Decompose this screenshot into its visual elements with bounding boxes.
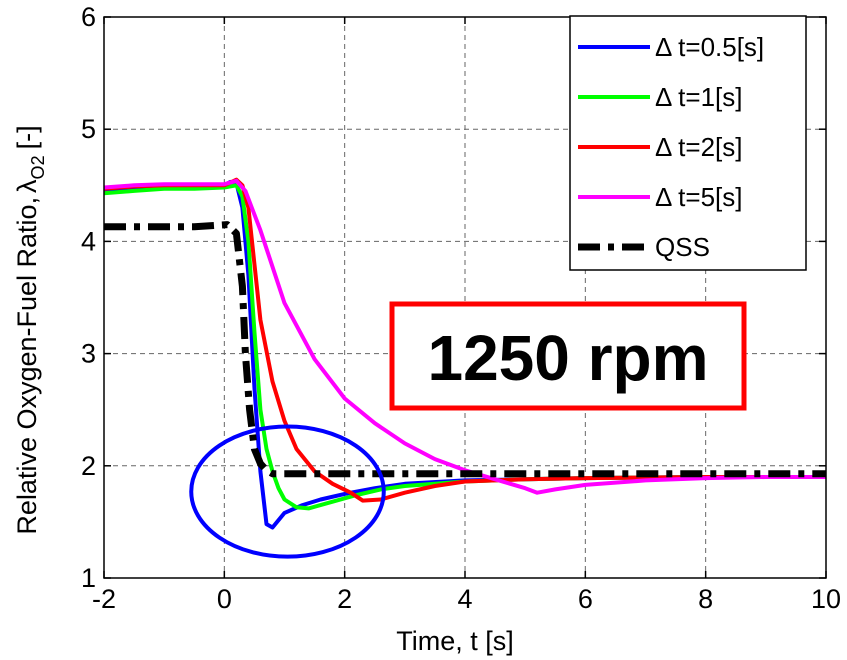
y-axis-label-symbol: λ xyxy=(12,179,42,193)
y-axis-label-subscript: O2 xyxy=(28,155,48,179)
legend-frame xyxy=(569,15,807,271)
series-line-3 xyxy=(103,178,826,495)
y-tick-label: 1 xyxy=(81,563,96,593)
x-tick-label: 2 xyxy=(337,584,352,614)
y-axis-label: Relative Oxygen-Fuel Ratio, λO2 [-] xyxy=(12,125,48,534)
x-tick-label: 10 xyxy=(811,584,841,614)
legend-label-3: Δ t=5[s] xyxy=(655,182,742,212)
series-line-4 xyxy=(104,221,826,478)
legend: Δ t=0.5[s] Δ t=1[s] Δ t=2[s] Δ t=5[s] QSS xyxy=(569,15,807,271)
y-axis-label-unit: [-] xyxy=(12,125,42,149)
y-tick-label: 4 xyxy=(81,226,96,256)
annotation-frame xyxy=(389,301,747,411)
legend-label-4: QSS xyxy=(655,232,710,262)
legend-label-1: Δ t=1[s] xyxy=(655,82,742,112)
y-tick-label: 6 xyxy=(81,2,96,32)
x-tick-label: -2 xyxy=(92,584,116,614)
x-axis-label: Time, t [s] xyxy=(396,626,514,656)
legend-label-0: Δ t=0.5[s] xyxy=(655,32,764,62)
x-tick-label: 6 xyxy=(578,584,593,614)
x-tick-label: 4 xyxy=(457,584,472,614)
y-tick-label: 3 xyxy=(81,339,96,369)
legend-label-2: Δ t=2[s] xyxy=(655,132,742,162)
x-tick-label: 0 xyxy=(217,584,232,614)
series-lines xyxy=(103,177,826,530)
y-tick-label: 5 xyxy=(81,114,96,144)
annotation-label: 1250 rpm xyxy=(427,322,708,394)
annotation-box: 1250 rpm xyxy=(389,301,747,411)
y-tick-label: 2 xyxy=(81,451,96,481)
y-axis-label-text: Relative Oxygen-Fuel Ratio, xyxy=(12,197,42,535)
highlight-ellipse xyxy=(189,424,386,559)
x-tick-label: 8 xyxy=(698,584,713,614)
